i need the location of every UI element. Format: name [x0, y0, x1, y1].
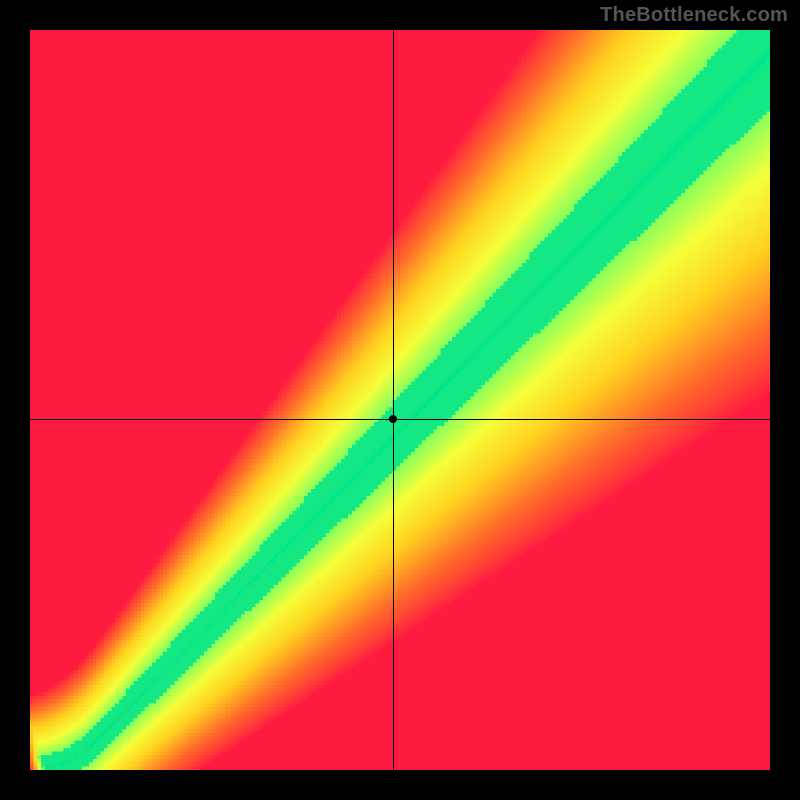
- crosshair-horizontal: [30, 419, 770, 420]
- chart-frame: TheBottleneck.com: [0, 0, 800, 800]
- watermark-text: TheBottleneck.com: [600, 4, 788, 27]
- heatmap-canvas: [30, 30, 770, 770]
- data-point-marker: [389, 415, 397, 423]
- crosshair-vertical: [393, 30, 394, 770]
- heatmap-plot: [30, 30, 770, 770]
